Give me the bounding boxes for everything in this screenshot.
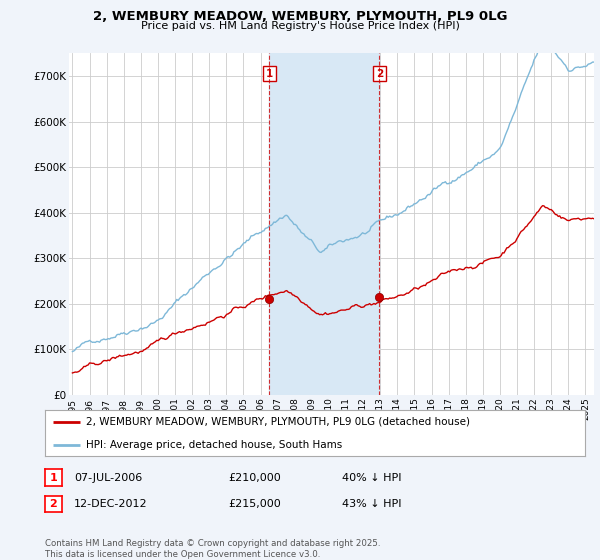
Text: 2, WEMBURY MEADOW, WEMBURY, PLYMOUTH, PL9 0LG (detached house): 2, WEMBURY MEADOW, WEMBURY, PLYMOUTH, PL… [86, 417, 470, 427]
Text: 1: 1 [266, 68, 273, 78]
Text: Contains HM Land Registry data © Crown copyright and database right 2025.
This d: Contains HM Land Registry data © Crown c… [45, 539, 380, 559]
Text: Price paid vs. HM Land Registry's House Price Index (HPI): Price paid vs. HM Land Registry's House … [140, 21, 460, 31]
Text: 12-DEC-2012: 12-DEC-2012 [74, 499, 148, 509]
Text: £210,000: £210,000 [228, 473, 281, 483]
Text: 1: 1 [50, 473, 57, 483]
Text: 07-JUL-2006: 07-JUL-2006 [74, 473, 142, 483]
Text: 2, WEMBURY MEADOW, WEMBURY, PLYMOUTH, PL9 0LG: 2, WEMBURY MEADOW, WEMBURY, PLYMOUTH, PL… [93, 10, 507, 23]
Bar [269, 53, 379, 395]
Text: £215,000: £215,000 [228, 499, 281, 509]
Text: HPI: Average price, detached house, South Hams: HPI: Average price, detached house, Sout… [86, 440, 342, 450]
Text: 2: 2 [376, 68, 383, 78]
Text: 43% ↓ HPI: 43% ↓ HPI [342, 499, 401, 509]
Text: 2: 2 [50, 499, 57, 509]
Text: 40% ↓ HPI: 40% ↓ HPI [342, 473, 401, 483]
